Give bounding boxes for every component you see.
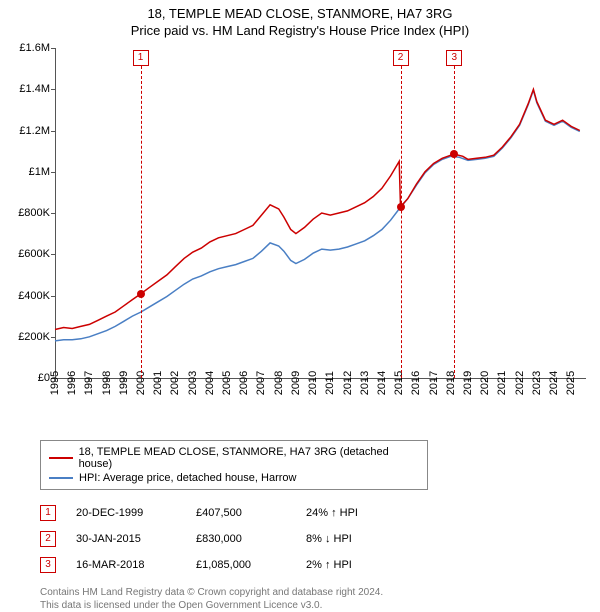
legend-row: 18, TEMPLE MEAD CLOSE, STANMORE, HA7 3RG…: [49, 445, 419, 471]
marker-number-box: 1: [133, 50, 149, 66]
legend-swatch: [49, 457, 73, 459]
x-axis-label: 2002: [169, 371, 181, 395]
marker-dashed-line: [401, 66, 402, 378]
x-axis-label: 2009: [290, 371, 302, 395]
marker-number-box: 3: [446, 50, 462, 66]
y-axis-label: £800K: [5, 207, 50, 219]
marker-number-box: 2: [393, 50, 409, 66]
transaction-row: 1 20-DEC-1999 £407,500 24% ↑ HPI: [40, 500, 600, 526]
transaction-price: £830,000: [196, 533, 286, 545]
transaction-row: 3 16-MAR-2018 £1,085,000 2% ↑ HPI: [40, 552, 600, 578]
y-tick: [51, 296, 55, 297]
chart-container: 18, TEMPLE MEAD CLOSE, STANMORE, HA7 3RG…: [0, 0, 600, 590]
legend-swatch: [49, 477, 73, 479]
y-tick: [51, 48, 55, 49]
transaction-row: 2 30-JAN-2015 £830,000 8% ↓ HPI: [40, 526, 600, 552]
x-axis-label: 1997: [83, 371, 95, 395]
x-axis-label: 2011: [324, 371, 336, 395]
y-tick: [51, 172, 55, 173]
x-axis-label: 2001: [152, 371, 164, 395]
x-axis-label: 1998: [101, 371, 113, 395]
legend-row: HPI: Average price, detached house, Harr…: [49, 471, 419, 485]
marker-dashed-line: [454, 66, 455, 378]
x-axis-label: 2008: [273, 371, 285, 395]
y-tick: [51, 131, 55, 132]
x-axis-label: 2024: [548, 371, 560, 395]
footer-line-2: This data is licensed under the Open Gov…: [40, 599, 600, 612]
x-axis-label: 2010: [307, 371, 319, 395]
x-axis-label: 2023: [531, 371, 543, 395]
y-axis-label: £0: [5, 372, 50, 384]
footer-line-1: Contains HM Land Registry data © Crown c…: [40, 586, 600, 599]
x-axis-label: 2017: [428, 371, 440, 395]
legend-label: 18, TEMPLE MEAD CLOSE, STANMORE, HA7 3RG…: [79, 446, 419, 470]
y-axis-label: £200K: [5, 331, 50, 343]
x-axis-label: 2021: [496, 371, 508, 395]
x-axis-label: 2004: [204, 371, 216, 395]
chart-title: 18, TEMPLE MEAD CLOSE, STANMORE, HA7 3RG: [0, 0, 600, 21]
x-axis-label: 2020: [479, 371, 491, 395]
x-axis-label: 2003: [187, 371, 199, 395]
x-axis-label: 1996: [66, 371, 78, 395]
y-axis-label: £1.2M: [5, 125, 50, 137]
x-axis-label: 2013: [359, 371, 371, 395]
chart-subtitle: Price paid vs. HM Land Registry's House …: [0, 21, 600, 38]
transaction-date: 20-DEC-1999: [76, 507, 176, 519]
chart-lines-svg: [55, 48, 585, 378]
x-axis-label: 2007: [255, 371, 267, 395]
marker-dot: [397, 203, 405, 211]
y-axis-label: £600K: [5, 248, 50, 260]
transaction-marker-box: 2: [40, 531, 56, 547]
marker-dashed-line: [141, 66, 142, 378]
y-tick: [51, 337, 55, 338]
y-axis-label: £1M: [5, 166, 50, 178]
transaction-hpi: 2% ↑ HPI: [306, 559, 406, 571]
x-axis-label: 2016: [410, 371, 422, 395]
transaction-price: £407,500: [196, 507, 286, 519]
transaction-marker-box: 3: [40, 557, 56, 573]
x-axis-label: 1999: [118, 371, 130, 395]
y-tick: [51, 213, 55, 214]
y-tick: [51, 254, 55, 255]
y-axis-label: £1.4M: [5, 83, 50, 95]
transaction-price: £1,085,000: [196, 559, 286, 571]
transaction-marker-box: 1: [40, 505, 56, 521]
y-axis-label: £1.6M: [5, 42, 50, 54]
plot-area: £0£200K£400K£600K£800K£1M£1.2M£1.4M£1.6M…: [55, 48, 585, 378]
y-axis-label: £400K: [5, 290, 50, 302]
legend-label: HPI: Average price, detached house, Harr…: [79, 472, 296, 484]
series-line: [55, 89, 580, 329]
x-axis-label: 2015: [393, 371, 405, 395]
marker-dot: [137, 290, 145, 298]
transaction-date: 16-MAR-2018: [76, 559, 176, 571]
x-axis-label: 2006: [238, 371, 250, 395]
marker-dot: [450, 150, 458, 158]
x-axis-label: 2005: [221, 371, 233, 395]
transaction-hpi: 8% ↓ HPI: [306, 533, 406, 545]
x-axis-label: 2012: [342, 371, 354, 395]
x-axis-label: 2014: [376, 371, 388, 395]
legend-box: 18, TEMPLE MEAD CLOSE, STANMORE, HA7 3RG…: [40, 440, 428, 490]
transactions-table: 1 20-DEC-1999 £407,500 24% ↑ HPI 2 30-JAN-201…: [40, 500, 600, 578]
x-axis-label: 2025: [565, 371, 577, 395]
y-tick: [51, 89, 55, 90]
x-axis-label: 2019: [462, 371, 474, 395]
x-axis-label: 2022: [514, 371, 526, 395]
x-axis-label: 1995: [49, 371, 61, 395]
transaction-hpi: 24% ↑ HPI: [306, 507, 406, 519]
transaction-date: 30-JAN-2015: [76, 533, 176, 545]
